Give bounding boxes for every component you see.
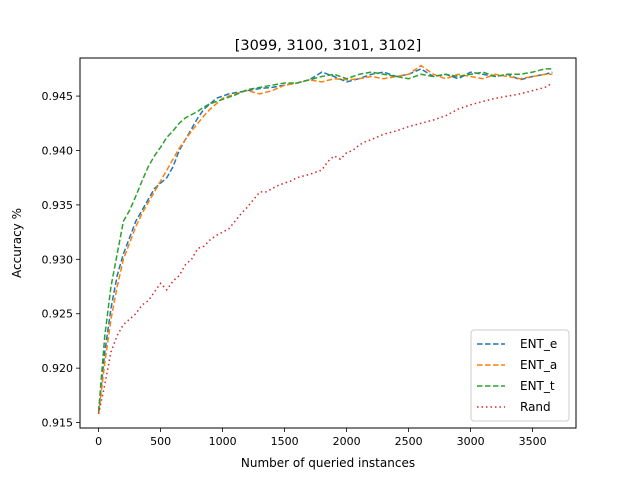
y-tick-label: 0.920 — [42, 362, 74, 375]
x-tick-label: 2500 — [395, 435, 423, 448]
series-line-ent-e — [97, 68, 553, 412]
x-tick-label: 1000 — [209, 435, 237, 448]
x-tick-label: 3500 — [519, 435, 547, 448]
series-line-ent-t — [97, 68, 553, 412]
x-tick-label: 2000 — [333, 435, 361, 448]
series-line-ent-a — [97, 64, 553, 414]
legend-label-ent-t: ENT_t — [520, 379, 555, 393]
series-line-rand — [97, 82, 553, 415]
x-axis-ticks: 0 500 1000 1500 2000 2500 3000 3500 — [95, 428, 547, 448]
y-tick-label: 0.935 — [42, 199, 74, 212]
legend-label-ent-e: ENT_e — [520, 337, 557, 351]
y-axis-ticks: 0.915 0.920 0.925 0.930 0.935 0.940 0.945 — [42, 90, 80, 430]
y-tick-label: 0.915 — [42, 417, 74, 430]
legend-entries: ENT_e ENT_a ENT_t Rand — [477, 337, 557, 414]
x-axis-label: Number of queried instances — [241, 456, 415, 470]
x-tick-label: 3000 — [457, 435, 485, 448]
chart-title: [3099, 3100, 3101, 3102] — [235, 38, 422, 54]
series-layer — [97, 64, 553, 415]
y-tick-label: 0.930 — [42, 253, 74, 266]
legend-frame — [470, 329, 570, 422]
x-tick-label: 1500 — [271, 435, 299, 448]
legend-label-ent-a: ENT_a — [520, 358, 557, 372]
x-tick-label: 0 — [95, 435, 102, 448]
plot-frame — [79, 57, 577, 429]
y-tick-label: 0.925 — [42, 308, 74, 321]
y-tick-label: 0.945 — [42, 90, 74, 103]
legend: ENT_e ENT_a ENT_t Rand — [470, 329, 570, 422]
y-tick-label: 0.940 — [42, 145, 74, 158]
legend-label-rand: Rand — [520, 400, 551, 414]
x-tick-label: 500 — [150, 435, 171, 448]
y-axis-label: Accuracy % — [10, 208, 24, 278]
